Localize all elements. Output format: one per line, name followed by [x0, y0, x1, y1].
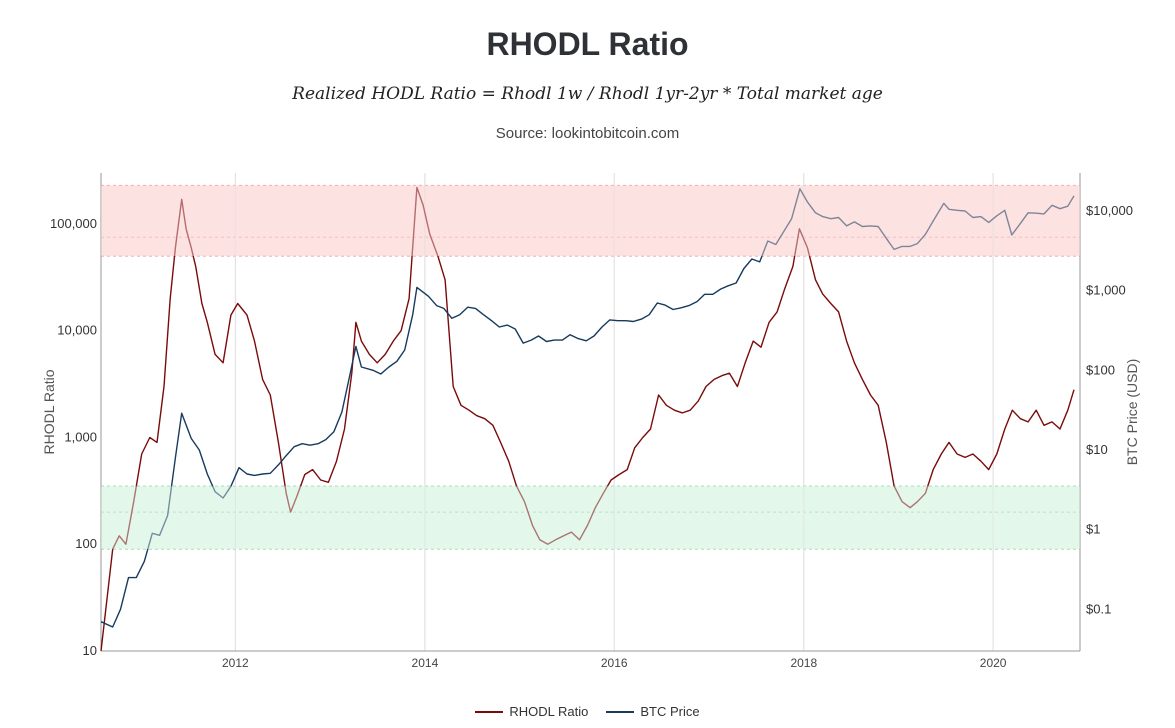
legend-label-rhodl: RHODL Ratio: [509, 704, 589, 719]
x-tick-label: 2020: [980, 656, 1007, 670]
rhodl-ratio-line: [100, 186, 1075, 652]
y-left-tick-label: 100: [75, 536, 97, 551]
legend-label-btc: BTC Price: [640, 704, 700, 719]
chart-source: Source: lookintobitcoin.com: [495, 125, 680, 142]
y-right-tick-label: $10: [1086, 442, 1108, 457]
btc-price-line: [100, 188, 1075, 628]
y-left-axis-title: RHODL Ratio: [41, 369, 57, 454]
x-tick-label: 2018: [790, 656, 817, 670]
legend-item-rhodl[interactable]: RHODL Ratio: [475, 704, 588, 719]
y-right-axis-title: BTC Price (USD): [1124, 359, 1140, 466]
y-left-tick-label: 100,000: [50, 216, 97, 231]
y-right-tick-label: $1,000: [1086, 283, 1126, 298]
y-right-tick-label: $100: [1086, 362, 1115, 377]
x-tick-label: 2014: [412, 656, 439, 670]
y-left-tick-label: 10,000: [57, 323, 97, 338]
chart-legend: RHODL Ratio BTC Price: [0, 704, 1175, 719]
chart-title: RHODL Ratio: [486, 26, 689, 62]
legend-item-btc[interactable]: BTC Price: [606, 704, 700, 719]
legend-swatch-btc: [606, 710, 635, 713]
chart-subtitle: Realized HODL Ratio = Rhodl 1w / Rhodl 1…: [292, 84, 883, 104]
red-band-overlay: [101, 185, 1080, 257]
y-right-tick-label: $1: [1086, 522, 1100, 537]
x-tick-label: 2012: [222, 656, 249, 670]
y-left-tick-label: 1,000: [64, 429, 97, 444]
y-right-tick-label: $10,000: [1086, 203, 1133, 218]
green-band-overlay: [101, 486, 1080, 550]
y-right-tick-label: $0.1: [1086, 601, 1111, 616]
y-left-tick-label: 10: [83, 643, 97, 658]
legend-swatch-rhodl: [475, 710, 504, 713]
x-tick-label: 2016: [601, 656, 628, 670]
rhodl-chart[interactable]: 2012 2014 2016 2018 2020 10 100 1,000 10,000 100,…: [0, 0, 1175, 700]
